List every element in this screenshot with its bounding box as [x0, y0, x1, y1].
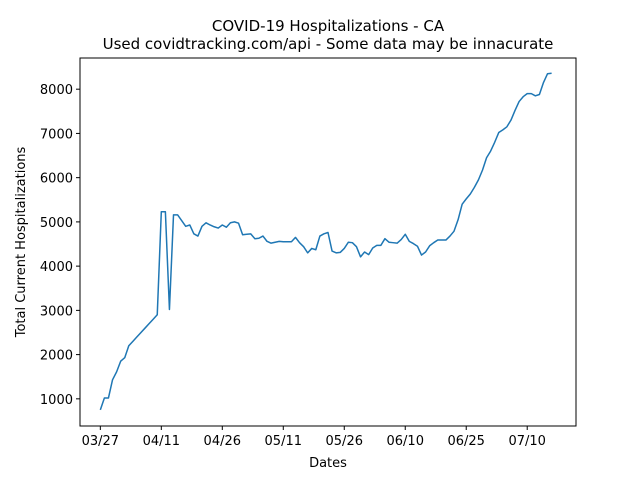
plot-frame	[79, 57, 577, 427]
x-tick-label: 07/10	[508, 434, 545, 449]
x-tick-label: 05/26	[326, 434, 363, 449]
y-tick-label: 4000	[40, 260, 73, 275]
x-tick-label: 06/10	[387, 434, 424, 449]
y-tick-label: 3000	[40, 304, 73, 319]
chart-subtitle: Used covidtracking.com/api - Some data m…	[103, 35, 554, 53]
x-axis-label: Dates	[309, 456, 347, 471]
chart-title: COVID-19 Hospitalizations - CA	[212, 17, 445, 35]
y-tick-label: 1000	[40, 393, 73, 408]
y-tick-label: 7000	[40, 127, 73, 142]
line	[99, 72, 552, 411]
x-tick-label: 04/11	[143, 434, 180, 449]
x-tick-label: 03/27	[82, 434, 119, 449]
y-tick-label: 6000	[40, 172, 73, 187]
y-tick-label: 5000	[40, 216, 73, 231]
y-tick-label: 2000	[40, 349, 73, 364]
y-axis-label: Total Current Hospitalizations	[14, 146, 29, 338]
x-tick-label: 04/26	[204, 434, 241, 449]
x-tick-label: 06/25	[447, 434, 484, 449]
y-tick-label: 8000	[40, 83, 73, 98]
x-tick-label: 05/11	[265, 434, 302, 449]
